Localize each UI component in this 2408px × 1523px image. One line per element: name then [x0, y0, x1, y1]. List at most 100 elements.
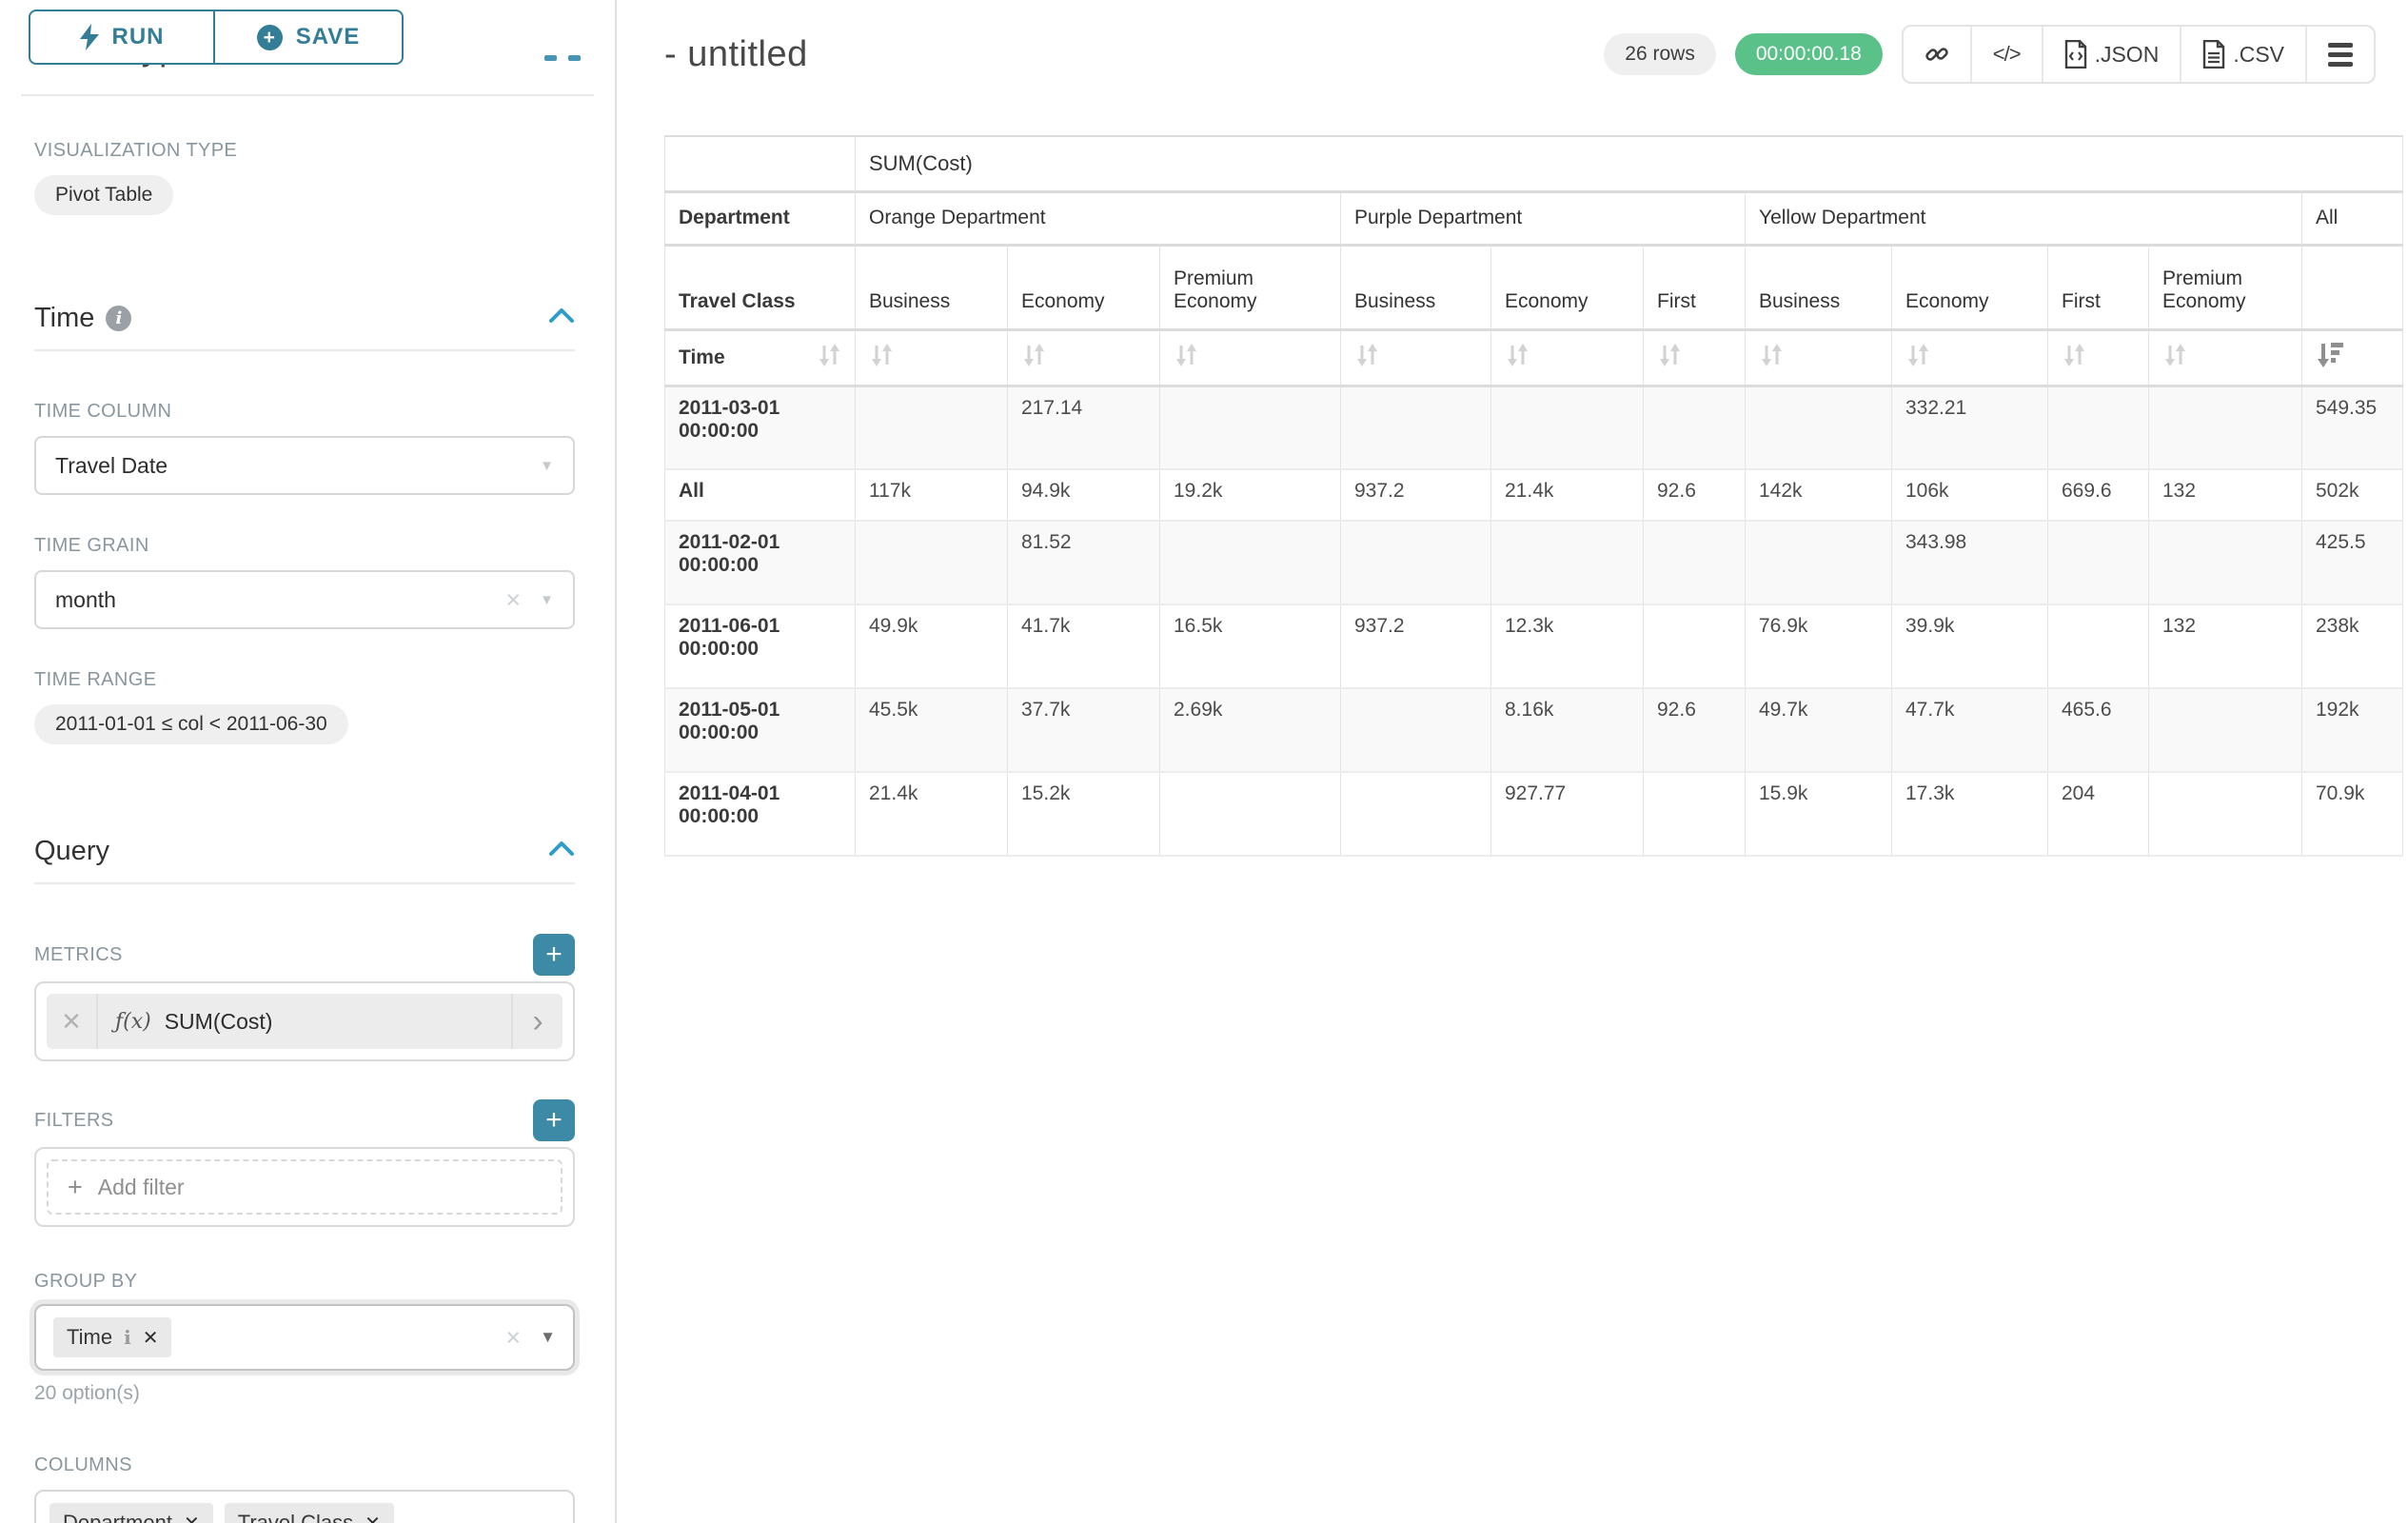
- column-sort-button[interactable]: [1643, 328, 1746, 387]
- function-icon: ƒ(x): [115, 1009, 151, 1034]
- remove-metric-icon[interactable]: ✕: [47, 994, 98, 1049]
- section-divider: [34, 349, 575, 351]
- column-sort-button[interactable]: [855, 328, 1008, 387]
- remove-tag-icon[interactable]: ✕: [365, 1512, 381, 1523]
- visualization-type-label: VISUALIZATION TYPE: [34, 140, 238, 161]
- pivot-cell: 465.6: [2047, 687, 2149, 773]
- time-range-value[interactable]: 2011-01-01 ≤ col < 2011-06-30: [34, 704, 348, 744]
- table-row: 2011-06-01 00:00:00 49.9k 41.7k 16.5k 937.2 1…: [664, 603, 2404, 689]
- pivot-cell: 92.6: [1643, 468, 1746, 522]
- pivot-cell: [1490, 520, 1644, 605]
- run-button[interactable]: RUN: [29, 10, 215, 65]
- column-sort-button[interactable]: [1159, 328, 1341, 387]
- filters-label: FILTERS: [34, 1109, 114, 1131]
- group-by-select[interactable]: Time i ✕ × ▼: [34, 1304, 575, 1371]
- remove-tag-icon[interactable]: ✕: [142, 1327, 159, 1349]
- pivot-cell: [1340, 385, 1491, 470]
- pivot-cell: [855, 385, 1008, 470]
- column-sort-button[interactable]: [2148, 328, 2302, 387]
- export-button-group: </> .JSON .CSV: [1901, 25, 2376, 84]
- sidebar-topbar: Chart Type RUN + SAVE: [21, 0, 594, 96]
- control-panel-sidebar: Chart Type RUN + SAVE VISUALIZATION TYPE…: [0, 0, 617, 1523]
- visualization-type-value[interactable]: Pivot Table: [34, 175, 174, 215]
- department-group-header: All: [2300, 190, 2404, 247]
- copy-link-button[interactable]: [1904, 27, 1970, 82]
- filters-control: + Add filter: [34, 1147, 575, 1227]
- sort-updown-icon: [1176, 343, 1196, 366]
- collapse-section-button[interactable]: [548, 840, 575, 863]
- sort-updown-icon: [2165, 343, 2185, 366]
- export-csv-button[interactable]: .CSV: [2180, 27, 2305, 82]
- pivot-cell: [1643, 771, 1746, 857]
- sort-updown-icon: [1357, 343, 1377, 366]
- pivot-cell: 502k: [2300, 468, 2404, 522]
- add-metric-button[interactable]: +: [533, 934, 575, 976]
- metric-body: ƒ(x) SUM(Cost): [98, 994, 511, 1049]
- chevron-down-icon: ▼: [540, 591, 554, 608]
- columns-tag-label: Department: [63, 1511, 172, 1523]
- chart-title[interactable]: - untitled: [664, 33, 808, 74]
- more-options-button[interactable]: [2305, 27, 2374, 82]
- pivot-cell: [2148, 687, 2302, 773]
- time-sort-header[interactable]: Time: [664, 328, 856, 387]
- empty-corner-cell: [664, 135, 856, 193]
- chart-panel: - untitled 26 rows 00:00:00.18 </>: [619, 0, 2408, 1523]
- department-header-row: Department Orange Department Purple Depa…: [664, 190, 2404, 247]
- pivot-cell: 81.52: [1007, 520, 1160, 605]
- travel-class-header: Economy: [1007, 244, 1160, 331]
- columns-tag[interactable]: Department ✕: [49, 1503, 213, 1523]
- column-sort-button[interactable]: [2300, 328, 2404, 387]
- time-section-title: Time: [34, 303, 95, 333]
- clear-icon[interactable]: ×: [505, 584, 522, 614]
- column-sort-button[interactable]: [2047, 328, 2149, 387]
- pivot-cell: [1340, 771, 1491, 857]
- remove-tag-icon[interactable]: ✕: [184, 1512, 200, 1523]
- time-column-select[interactable]: Travel Date ▼: [34, 436, 575, 495]
- time-grain-select[interactable]: month × ▼: [34, 570, 575, 629]
- pivot-cell: [855, 520, 1008, 605]
- metric-chip[interactable]: ✕ ƒ(x) SUM(Cost) ›: [47, 994, 563, 1049]
- save-button[interactable]: + SAVE: [213, 10, 404, 65]
- columns-select[interactable]: Department ✕ Travel Class ✕ × ▼: [34, 1490, 575, 1523]
- chevron-up-icon: [549, 308, 574, 323]
- hamburger-menu-icon: [2328, 42, 2353, 67]
- chevron-down-icon: ▼: [540, 1328, 556, 1346]
- add-filter-dropzone[interactable]: + Add filter: [47, 1159, 563, 1215]
- pivot-cell: 332.21: [1891, 385, 2048, 470]
- chevron-right-icon[interactable]: ›: [511, 994, 563, 1049]
- pivot-cell: 76.9k: [1745, 603, 1892, 689]
- add-filter-button[interactable]: +: [533, 1099, 575, 1141]
- export-json-button[interactable]: .JSON: [2041, 27, 2181, 82]
- metric-name: SUM(Cost): [164, 1008, 273, 1034]
- column-sort-button[interactable]: [1745, 328, 1892, 387]
- column-sort-button[interactable]: [1891, 328, 2048, 387]
- department-group-header: Yellow Department: [1745, 190, 2302, 247]
- pivot-cell: 19.2k: [1159, 468, 1341, 522]
- column-sort-button[interactable]: [1007, 328, 1160, 387]
- collapse-section-button[interactable]: [548, 307, 575, 330]
- pivot-cell: 425.5: [2300, 520, 2404, 605]
- sort-updown-icon: [1762, 343, 1782, 366]
- pivot-cell: [1745, 385, 1892, 470]
- pivot-cell: 927.77: [1490, 771, 1644, 857]
- clear-icon[interactable]: ×: [505, 1322, 522, 1352]
- info-icon: i: [106, 306, 132, 331]
- sort-header-row: Time: [664, 328, 2404, 387]
- column-sort-button[interactable]: [1490, 328, 1644, 387]
- pivot-cell: 217.14: [1007, 385, 1160, 470]
- plus-circle-icon: +: [256, 24, 283, 50]
- department-group-header: Purple Department: [1340, 190, 1746, 247]
- pivot-cell: 49.7k: [1745, 687, 1892, 773]
- row-count-badge: 26 rows: [1604, 33, 1716, 75]
- pivot-cell: [1490, 385, 1644, 470]
- code-icon: </>: [1992, 42, 2022, 66]
- plus-icon: +: [68, 1172, 83, 1201]
- column-sort-button[interactable]: [1340, 328, 1491, 387]
- travel-class-header: Business: [1340, 244, 1491, 331]
- pivot-cell: 142k: [1745, 468, 1892, 522]
- embed-code-button[interactable]: </>: [1969, 27, 2042, 82]
- pivot-cell: 117k: [855, 468, 1008, 522]
- group-by-tag[interactable]: Time i ✕: [53, 1317, 172, 1357]
- columns-tag[interactable]: Travel Class ✕: [224, 1503, 394, 1523]
- pivot-cell: 70.9k: [2300, 771, 2404, 857]
